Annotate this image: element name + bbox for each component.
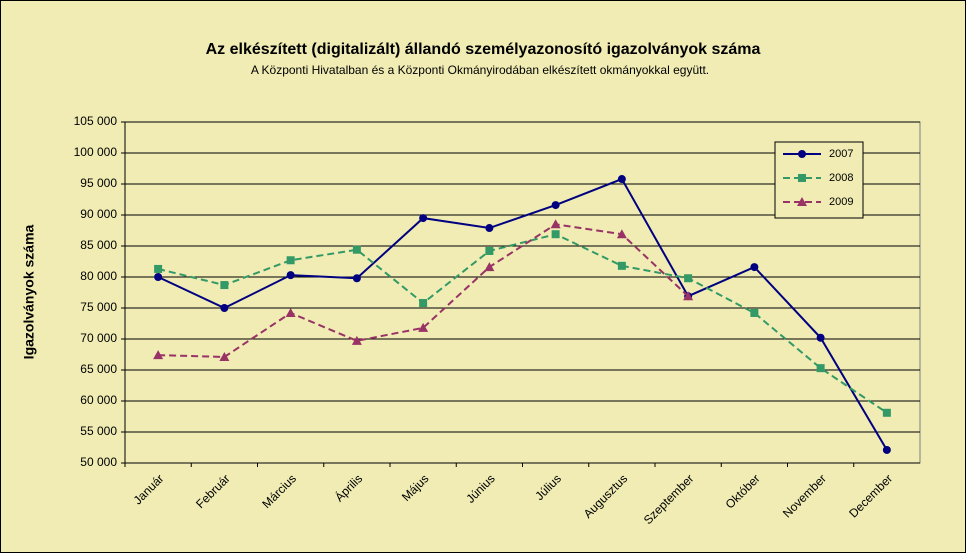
y-tick-label: 75 000 xyxy=(80,300,117,314)
point xyxy=(816,333,825,342)
point xyxy=(419,299,428,308)
series xyxy=(154,175,891,454)
series-line xyxy=(157,233,888,414)
y-tick-label: 80 000 xyxy=(80,269,117,283)
y-tick-label: 90 000 xyxy=(80,207,117,221)
point xyxy=(285,307,296,317)
point xyxy=(418,322,429,332)
point xyxy=(551,230,560,239)
point xyxy=(617,175,626,184)
point xyxy=(153,350,164,360)
point xyxy=(882,445,891,454)
y-tick-label: 50 000 xyxy=(80,455,117,469)
legend-label: 2008 xyxy=(829,172,853,184)
legend-label: 2007 xyxy=(829,148,853,160)
y-tick-label: 105 000 xyxy=(74,114,118,128)
point xyxy=(484,262,495,272)
point xyxy=(750,308,759,317)
point xyxy=(286,256,295,265)
point xyxy=(154,264,163,273)
series-line xyxy=(158,223,689,358)
y-tick-label: 100 000 xyxy=(74,145,118,159)
point xyxy=(551,201,560,210)
series xyxy=(153,219,694,361)
point xyxy=(684,274,693,283)
point xyxy=(683,291,694,301)
point xyxy=(485,246,494,255)
y-tick-label: 65 000 xyxy=(80,362,117,376)
point xyxy=(485,224,494,233)
y-tick-label: 95 000 xyxy=(80,176,117,190)
point xyxy=(616,229,627,239)
point xyxy=(798,150,806,158)
point xyxy=(220,281,229,290)
point xyxy=(352,274,361,283)
point xyxy=(154,273,163,281)
point xyxy=(220,304,229,312)
y-tick-label: 55 000 xyxy=(80,424,117,438)
point xyxy=(882,408,891,417)
legend-label: 2009 xyxy=(829,196,853,208)
point xyxy=(286,271,295,280)
point xyxy=(797,197,807,206)
point xyxy=(351,335,362,345)
point xyxy=(419,214,428,223)
point xyxy=(550,219,561,229)
y-tick-label: 60 000 xyxy=(80,393,117,407)
y-tick-label: 70 000 xyxy=(80,331,117,345)
series-line xyxy=(157,177,888,451)
y-axis-label: Igazolványok száma xyxy=(21,224,37,359)
point xyxy=(352,245,361,254)
chart-subtitle: A Központi Hivatalban és a Központi Okmá… xyxy=(251,63,709,77)
point xyxy=(617,261,626,270)
chart-title: Az elkészített (digitalizált) állandó sz… xyxy=(206,41,761,58)
point xyxy=(816,364,825,373)
series xyxy=(154,230,891,417)
point xyxy=(219,351,230,361)
y-tick-label: 85 000 xyxy=(80,238,117,252)
point xyxy=(750,263,759,272)
point xyxy=(798,174,806,182)
